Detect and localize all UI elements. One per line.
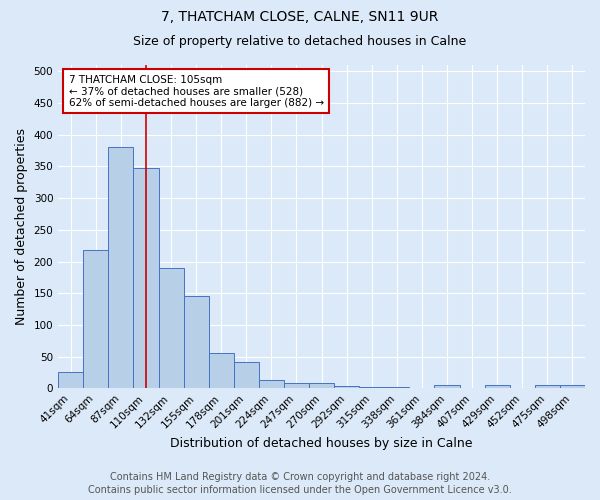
Bar <box>284 382 309 388</box>
Bar <box>184 296 209 388</box>
Text: Size of property relative to detached houses in Calne: Size of property relative to detached ho… <box>133 35 467 48</box>
Bar <box>109 148 133 388</box>
Bar <box>209 354 234 388</box>
Bar <box>133 168 158 388</box>
Bar <box>158 268 184 388</box>
Bar <box>535 385 560 388</box>
Bar <box>234 362 259 388</box>
Text: 7, THATCHAM CLOSE, CALNE, SN11 9UR: 7, THATCHAM CLOSE, CALNE, SN11 9UR <box>161 10 439 24</box>
Bar <box>560 385 585 388</box>
Bar <box>83 250 109 388</box>
Text: Contains HM Land Registry data © Crown copyright and database right 2024.
Contai: Contains HM Land Registry data © Crown c… <box>88 472 512 495</box>
Bar <box>485 385 510 388</box>
Bar <box>385 387 409 388</box>
Bar <box>309 384 334 388</box>
Bar <box>259 380 284 388</box>
X-axis label: Distribution of detached houses by size in Calne: Distribution of detached houses by size … <box>170 437 473 450</box>
Text: 7 THATCHAM CLOSE: 105sqm
← 37% of detached houses are smaller (528)
62% of semi-: 7 THATCHAM CLOSE: 105sqm ← 37% of detach… <box>69 74 324 108</box>
Bar <box>434 385 460 388</box>
Bar <box>58 372 83 388</box>
Y-axis label: Number of detached properties: Number of detached properties <box>15 128 28 325</box>
Bar <box>359 387 385 388</box>
Bar <box>334 386 359 388</box>
